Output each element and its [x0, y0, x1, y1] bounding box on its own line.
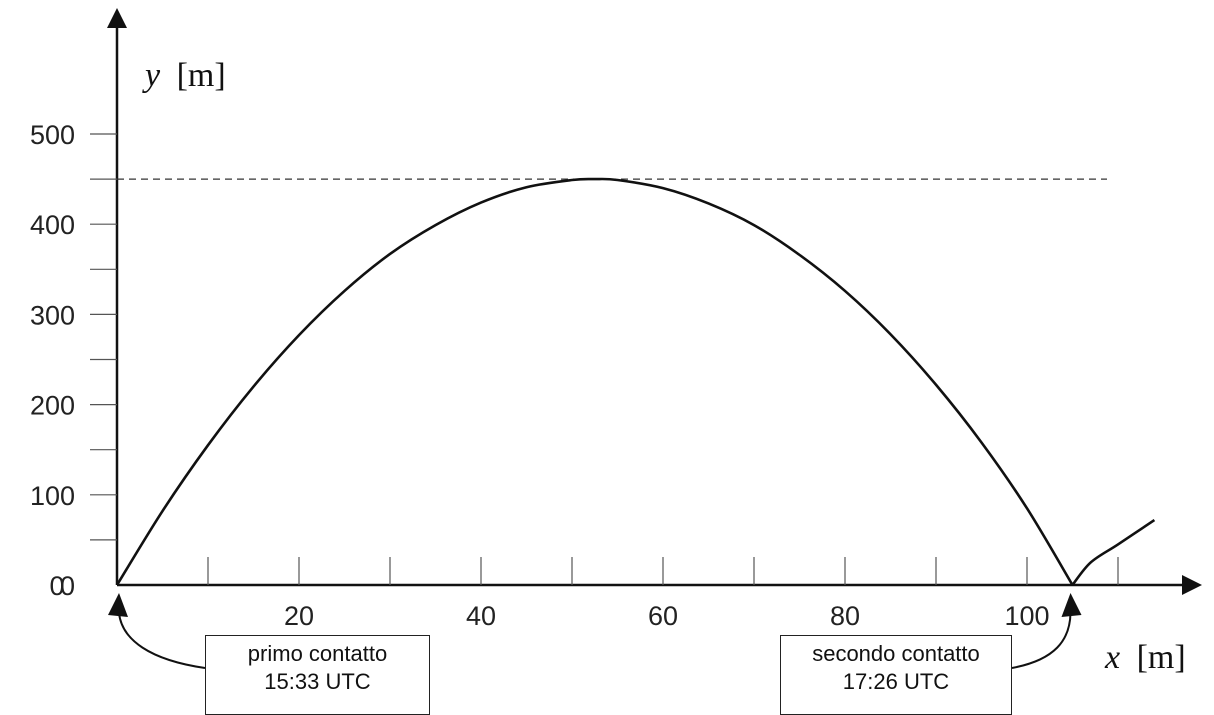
y-tick-label: 400 — [30, 210, 75, 240]
second-contact-callout: secondo contatto 17:26 UTC — [780, 635, 1012, 715]
second-contact-time: 17:26 UTC — [842, 669, 950, 694]
y-axis-var: y — [142, 57, 161, 94]
first-contact-callout: primo contatto 15:33 UTC — [205, 635, 430, 715]
y-tick-label: 100 — [30, 481, 75, 511]
second-contact-arrow — [1011, 612, 1072, 669]
x-tick-label: 100 — [1004, 601, 1049, 631]
y-tick-label: 0 — [60, 571, 75, 601]
first-contact-arrow — [118, 612, 206, 669]
x-tick-label: 20 — [284, 601, 314, 631]
y-axis-label: y [m] — [142, 57, 226, 94]
x-axis-unit: [m] — [1137, 639, 1186, 676]
first-contact-arrowhead — [108, 593, 128, 617]
y-axis-unit: [m] — [177, 57, 226, 94]
first-contact-label: primo contatto — [247, 641, 388, 666]
x-tick-label: 60 — [648, 601, 678, 631]
second-contact-arrowhead — [1061, 593, 1082, 617]
trajectory-arc — [115, 177, 1074, 586]
y-tick-label: 300 — [30, 300, 75, 330]
y-tick-label-origin: 0 — [49, 571, 64, 601]
x-tick-label: 40 — [466, 601, 496, 631]
x-axis-var: x — [1104, 639, 1120, 676]
y-tick-label: 200 — [30, 391, 75, 421]
x-axis-label: x [m] — [1104, 639, 1186, 676]
x-tick-label: 80 — [830, 601, 860, 631]
first-contact-time: 15:33 UTC — [264, 669, 371, 694]
rebound-arc — [1071, 518, 1156, 586]
second-contact-label: secondo contatto — [812, 641, 980, 666]
y-tick-label: 500 — [30, 120, 75, 150]
